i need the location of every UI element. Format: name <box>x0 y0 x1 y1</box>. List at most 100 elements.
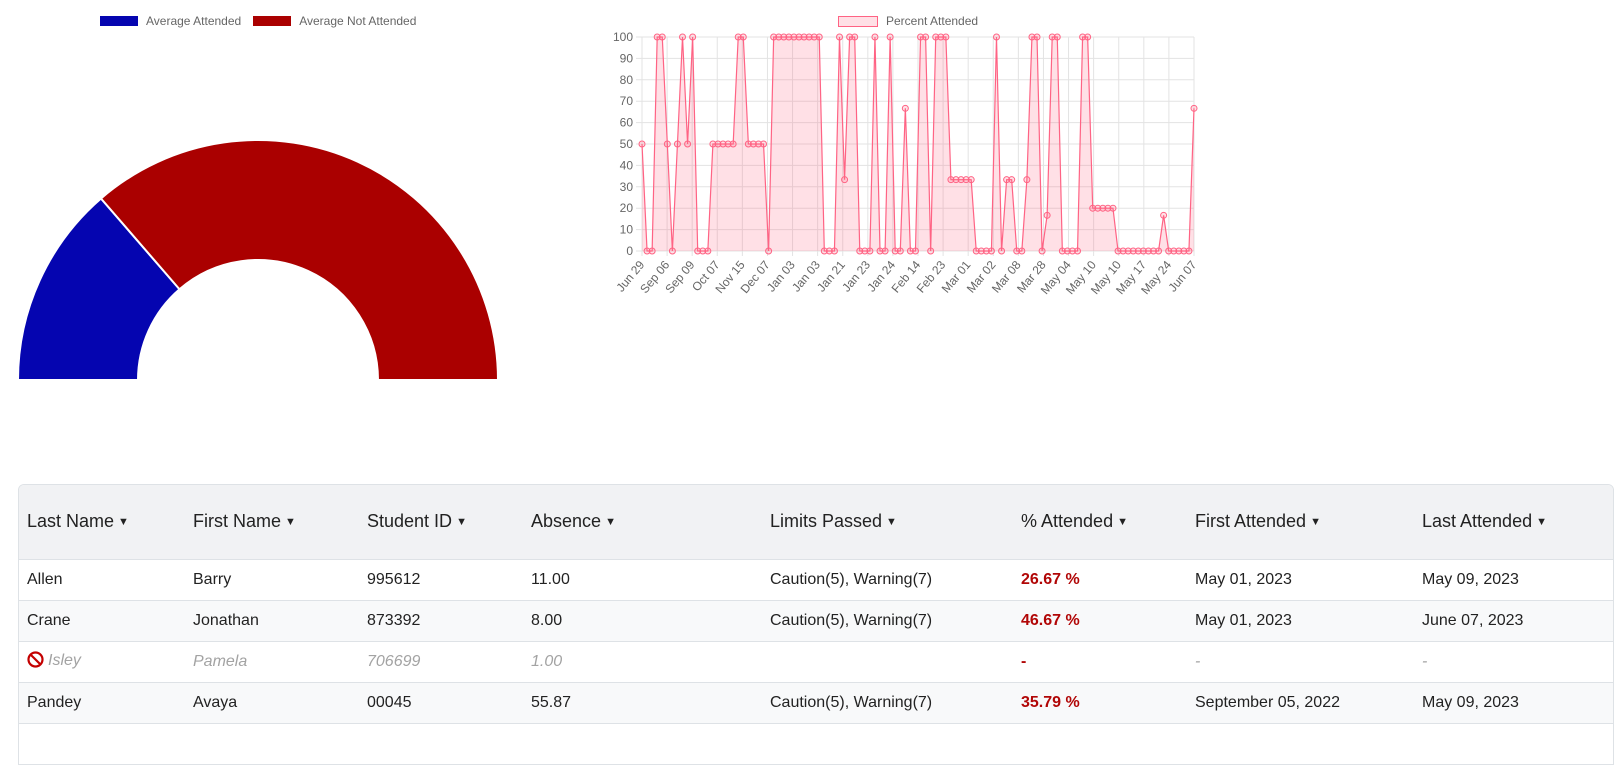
data-point <box>749 140 757 148</box>
header-label: Last Name <box>27 511 115 532</box>
header-label: % Attended <box>1021 511 1114 532</box>
data-point <box>739 33 747 41</box>
x-tick-label: Jun 07 <box>1165 258 1199 295</box>
cell-percent-attended: 26.67 % <box>1013 558 1187 600</box>
column-header-first-name[interactable]: First Name ▼ <box>185 485 359 559</box>
column-header-student-id[interactable]: Student ID ▼ <box>359 485 523 559</box>
donut-segment-not-attended[interactable] <box>99 139 500 381</box>
cell-student-id: 00045 <box>359 681 523 723</box>
data-point <box>1129 247 1137 255</box>
data-point <box>876 247 884 255</box>
data-point <box>795 33 803 41</box>
legend-item-not-attended[interactable]: Average Not Attended <box>253 14 416 28</box>
cell-first-name: Pamela <box>185 640 359 682</box>
cell-absence: 11.00 <box>523 558 762 600</box>
data-point <box>932 33 940 41</box>
data-point <box>638 140 646 148</box>
y-tick-label: 70 <box>620 94 634 108</box>
table-row[interactable]: Crane Jonathan 873392 8.00 Caution(5), W… <box>19 599 1613 641</box>
data-point <box>765 247 773 255</box>
column-header-limits-passed[interactable]: Limits Passed ▼ <box>762 485 1013 559</box>
data-point <box>744 140 752 148</box>
sort-caret-icon: ▼ <box>605 516 616 529</box>
cell-last-name[interactable]: Allen <box>19 558 185 600</box>
cell-first-name: Barry <box>185 558 359 600</box>
header-label: Limits Passed <box>770 511 883 532</box>
cell-first-name: Avaya <box>185 681 359 723</box>
data-point <box>673 140 681 148</box>
cell-last-attended: May 09, 2023 <box>1414 558 1613 600</box>
data-point <box>734 33 742 41</box>
data-point <box>836 33 844 41</box>
data-point <box>1190 104 1198 112</box>
data-point <box>987 247 995 255</box>
data-point <box>1038 247 1046 255</box>
data-point <box>1134 247 1142 255</box>
data-point <box>1104 204 1112 212</box>
table-row-inactive[interactable]: Isley Pamela 706699 1.00 - - - <box>19 640 1613 682</box>
data-point <box>1124 247 1132 255</box>
legend-item-attended[interactable]: Average Attended <box>100 14 241 28</box>
cell-student-id: 873392 <box>359 599 523 641</box>
data-point <box>957 176 965 184</box>
y-tick-label: 100 <box>613 30 633 44</box>
last-name-text: Isley <box>48 651 81 669</box>
data-point <box>679 33 687 41</box>
sort-caret-icon: ▼ <box>456 516 467 529</box>
data-point <box>699 247 707 255</box>
table-row <box>19 722 1613 764</box>
data-point <box>917 33 925 41</box>
data-point <box>967 176 975 184</box>
cell-first-attended: May 01, 2023 <box>1187 558 1414 600</box>
data-point <box>785 33 793 41</box>
table-row[interactable]: Pandey Avaya 00045 55.87 Caution(5), War… <box>19 681 1613 723</box>
cell-last-name[interactable]: Crane <box>19 599 185 641</box>
column-header-absence[interactable]: Absence ▼ <box>523 485 762 559</box>
cell-limits-passed: Caution(5), Warning(7) <box>762 681 1013 723</box>
data-point <box>668 247 676 255</box>
cell-student-id: 995612 <box>359 558 523 600</box>
sort-caret-icon: ▼ <box>118 516 129 529</box>
cell-first-attended: September 05, 2022 <box>1187 681 1414 723</box>
legend-swatch-percent-attended <box>838 15 878 27</box>
data-point <box>1175 247 1183 255</box>
data-point <box>643 247 651 255</box>
column-header-first-attended[interactable]: First Attended ▼ <box>1187 485 1414 559</box>
legend-swatch-attended <box>100 16 138 26</box>
column-header-percent-attended[interactable]: % Attended ▼ <box>1013 485 1187 559</box>
y-tick-label: 20 <box>620 201 634 215</box>
cell-student-id: 706699 <box>359 640 523 682</box>
column-header-last-name[interactable]: Last Name ▼ <box>19 485 185 559</box>
data-point <box>770 33 778 41</box>
data-point <box>658 33 666 41</box>
data-point <box>922 33 930 41</box>
cell-percent-attended: - <box>1013 640 1187 682</box>
data-point <box>982 247 990 255</box>
cell-absence: 55.87 <box>523 681 762 723</box>
legend-label-percent-attended: Percent Attended <box>886 14 979 28</box>
data-point <box>724 140 732 148</box>
column-header-last-attended[interactable]: Last Attended ▼ <box>1414 485 1613 559</box>
data-point <box>881 247 889 255</box>
cell-percent-attended: 35.79 % <box>1013 681 1187 723</box>
table-header-row: Last Name ▼ First Name ▼ Student ID ▼ Absen… <box>19 485 1613 559</box>
data-point <box>1033 33 1041 41</box>
data-point <box>866 247 874 255</box>
cell-first-attended: May 01, 2023 <box>1187 599 1414 641</box>
data-point <box>962 176 970 184</box>
header-label: Absence <box>531 511 602 532</box>
cell-last-name[interactable]: Isley <box>19 640 185 682</box>
data-point <box>684 140 692 148</box>
sort-caret-icon: ▼ <box>1536 516 1547 529</box>
line-chart-legend[interactable]: Percent Attended <box>838 14 978 28</box>
data-point <box>800 33 808 41</box>
data-point <box>1160 211 1168 219</box>
table-row[interactable]: Allen Barry 995612 11.00 Caution(5), War… <box>19 558 1613 600</box>
data-point <box>861 247 869 255</box>
data-point <box>937 33 945 41</box>
cell-limits-passed <box>762 640 1013 682</box>
data-point <box>830 247 838 255</box>
cell-last-name[interactable]: Pandey <box>19 681 185 723</box>
data-point <box>1058 247 1066 255</box>
